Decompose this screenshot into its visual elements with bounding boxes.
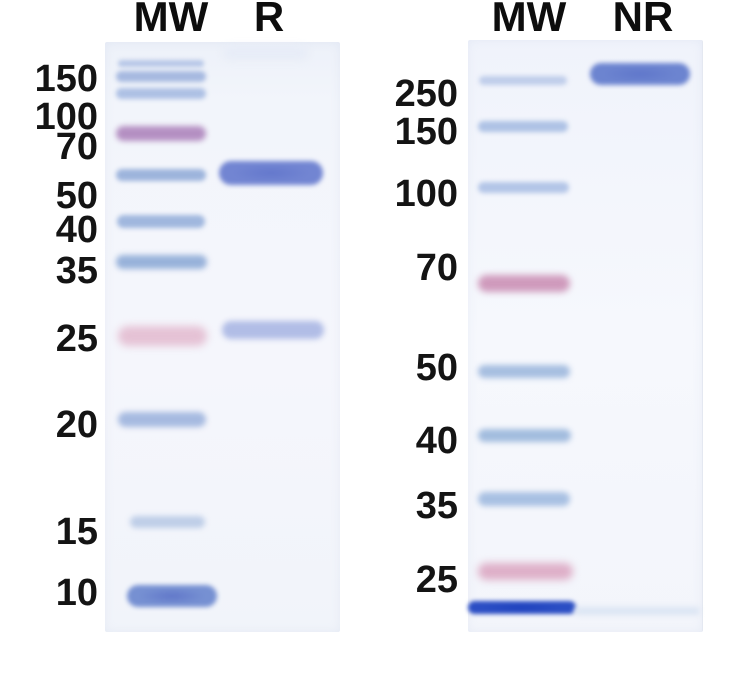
marker-70-band <box>116 126 206 141</box>
marker-100-band <box>478 182 569 193</box>
marker-40-band <box>478 429 571 442</box>
lane-header-mw-left: MW <box>133 0 209 40</box>
marker-250-band <box>118 60 204 67</box>
sample-dye-front-streak-band <box>574 607 700 615</box>
marker-50-band <box>116 169 206 181</box>
lane-header-non-reduced: NR <box>612 0 674 40</box>
lane-header-mw-right: MW <box>491 0 567 40</box>
mw-label-35-left: 35 <box>55 250 98 292</box>
mw-label-150-left: 150 <box>34 58 98 100</box>
mw-label-25-left: 25 <box>55 318 98 360</box>
marker-100-band <box>116 88 206 99</box>
lane-header-reduced: R <box>253 0 285 40</box>
sample-intact-igg-band <box>590 63 690 85</box>
marker-25-band <box>118 326 207 346</box>
mw-label-40-left: 40 <box>55 209 98 251</box>
gel-image-non-reduced <box>468 40 703 632</box>
marker-40-band <box>117 215 205 228</box>
marker-70-band <box>478 275 570 292</box>
marker-150-band <box>478 121 568 132</box>
mw-label-70-left: 70 <box>55 126 98 168</box>
mw-label-10-left: 10 <box>55 572 98 614</box>
marker-150-band <box>116 71 206 82</box>
marker-20-band <box>118 412 206 427</box>
marker-15-band <box>130 516 205 528</box>
sample-light-chain-band <box>222 321 324 339</box>
marker-25-band <box>478 563 573 580</box>
marker-250-band <box>479 76 567 85</box>
marker-50-band <box>478 365 570 378</box>
mw-label-15-left: 15 <box>55 511 98 553</box>
marker-35-band <box>478 492 570 506</box>
mw-label-100-left: 100 <box>34 96 98 138</box>
mw-label-20-left: 20 <box>55 404 98 446</box>
gel-image-reduced <box>105 42 340 632</box>
sample-heavy-chain-band <box>219 161 323 185</box>
marker-35-band <box>116 255 207 269</box>
marker-10-band <box>127 585 217 607</box>
sample-well-smear-band <box>223 46 308 60</box>
mw-label-50-left: 50 <box>55 175 98 217</box>
marker-dye-front-band <box>468 601 576 614</box>
